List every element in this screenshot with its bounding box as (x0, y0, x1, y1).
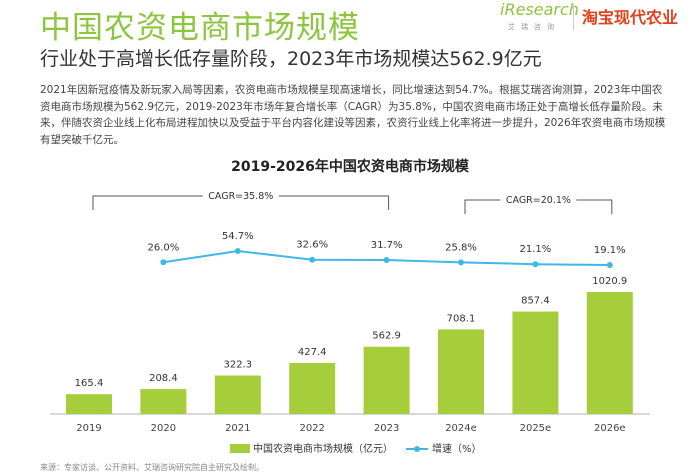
x-tick-label: 2019 (76, 423, 101, 434)
growth-point (458, 259, 464, 266)
growth-label: 25.8% (445, 242, 477, 253)
legend-line-marker (414, 446, 420, 452)
bar (66, 394, 112, 414)
growth-point (160, 259, 167, 266)
legend-line-label: 增速（%） (432, 442, 482, 455)
x-tick-label: 2022 (299, 423, 324, 434)
chart-title: 2019-2026年中国农资电商市场规模 (231, 159, 469, 175)
growth-point (606, 262, 613, 268)
partner-logo: 淘宝现代农业 (582, 8, 679, 27)
bar-label: 427.4 (298, 347, 327, 358)
bar (214, 375, 261, 414)
description: 2021年因新冠疫情及新玩家入局等因素，农资电商市场规模呈现高速增长，同比增速达… (40, 84, 666, 146)
bar-label: 1020.9 (592, 276, 627, 287)
growth-label: 31.7% (371, 240, 403, 251)
x-tick-label: 2026e (594, 423, 626, 434)
growth-label: 32.6% (296, 240, 328, 251)
cagr-label: CAGR=20.1% (506, 195, 571, 206)
legend-bar-swatch (230, 444, 250, 453)
growth-point (234, 248, 241, 254)
growth-point (532, 261, 539, 268)
bar (289, 362, 336, 414)
growth-label: 54.7% (222, 231, 254, 242)
bar (140, 389, 187, 414)
growth-label: 26.0% (148, 242, 180, 253)
bar-label: 708.1 (447, 313, 476, 324)
x-tick-label: 2025e (520, 423, 552, 434)
growth-point (309, 256, 316, 263)
x-tick-label: 2024e (445, 423, 477, 434)
bar (512, 311, 559, 414)
bar (363, 346, 410, 414)
growth-label: 19.1% (594, 245, 626, 256)
logo-divider (573, 4, 574, 30)
page-subtitle: 行业处于高增长低存量阶段，2023年市场规模达562.9亿元 (40, 48, 542, 70)
cagr-label-bg (202, 188, 279, 202)
page-title: 中国农资电商市场规模 (40, 10, 360, 46)
bar-label: 857.4 (521, 296, 550, 307)
source-note: 来源：专家访谈、公开资料、艾瑞咨询研究院自主研究及绘制。 (40, 463, 264, 472)
iresearch-logo-sub: 艾瑞咨询 (508, 23, 560, 31)
x-tick-label: 2021 (225, 423, 250, 434)
legend-bar-label: 中国农资电商市场规模（亿元） (253, 442, 393, 455)
cagr-label-bg (500, 192, 577, 206)
x-tick-label: 2023 (374, 423, 399, 434)
bar-label: 322.3 (223, 359, 252, 370)
x-tick-label: 2020 (151, 423, 176, 434)
growth-label: 21.1% (520, 244, 552, 255)
bar (586, 292, 633, 414)
cagr-label: CAGR=35.8% (208, 191, 273, 202)
bar-label: 208.4 (149, 373, 178, 384)
iresearch-logo: iResearch (500, 0, 579, 19)
bar-label: 562.9 (372, 331, 401, 342)
growth-point (383, 257, 390, 264)
bar (438, 329, 484, 414)
bar-label: 165.4 (75, 378, 104, 389)
